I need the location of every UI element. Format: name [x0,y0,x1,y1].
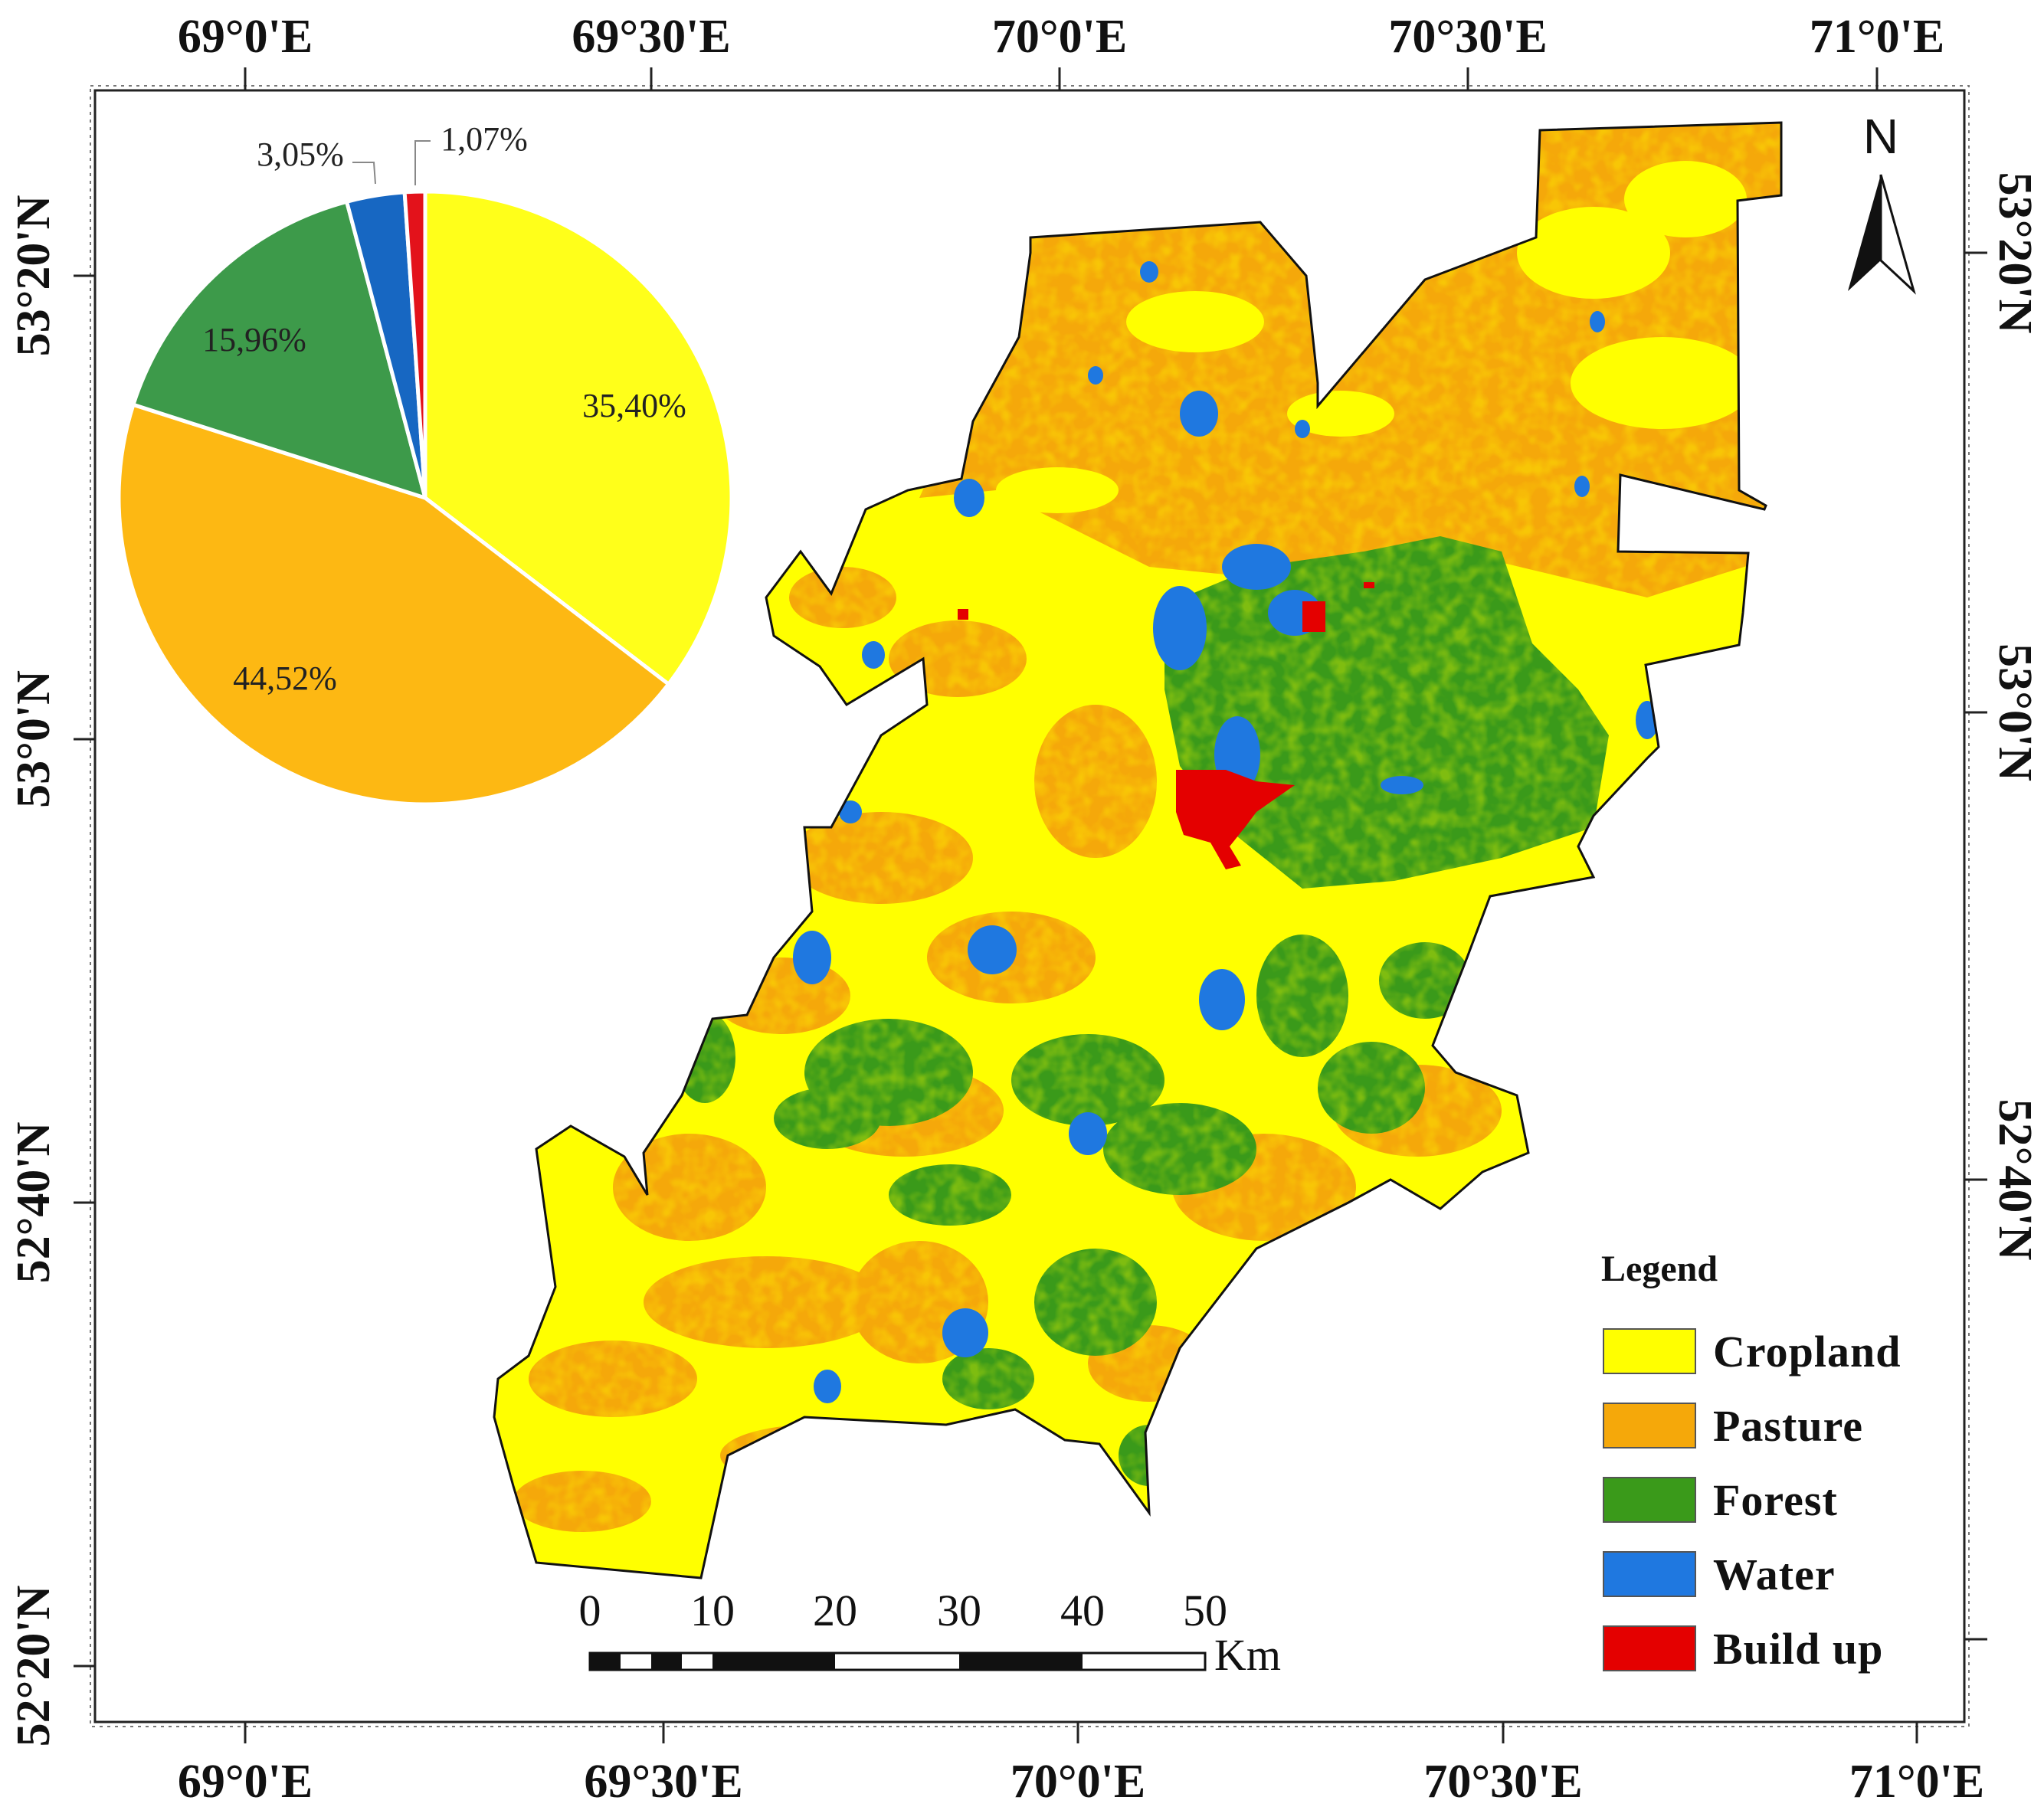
legend-item-buildup: Build up [1603,1624,1883,1674]
legend-swatch-cropland [1603,1328,1696,1374]
pie-label-buildup: 1,07% [441,120,528,158]
pie-leader-buildup [414,140,431,185]
pie-slice-pasture [116,402,672,807]
map-frame-outer-dashed [90,85,1970,1727]
scale-label-40: 40 [1060,1586,1105,1635]
north-label: N [1863,109,1898,164]
lon-label: 69°30'E [572,11,730,63]
legend-swatch-buildup [1603,1625,1696,1671]
lat-label: 53°20'N [8,195,60,357]
pie-label-cropland: 35,40% [582,387,686,424]
scale-label-30: 30 [937,1586,981,1635]
legend-label-water: Water [1713,1550,1836,1599]
pie-label-forest: 15,96% [202,321,306,358]
scale-label-50: 50 [1183,1586,1227,1635]
lon-label: 70°0'E [992,11,1127,63]
pie-slice-cropland [423,189,734,687]
lon-label: 69°0'E [178,1756,313,1808]
lon-label: 71°0'E [1810,11,1944,63]
graticule-right-labels: 53°20'N 53°0'N 52°40'N [1989,172,2041,1261]
region-boundary [493,121,1783,1579]
lat-label: 53°0'N [1989,643,2041,781]
lon-label: 69°0'E [178,11,313,63]
legend-swatch-water [1603,1551,1696,1597]
legend-label-cropland: Cropland [1713,1327,1901,1376]
legend: Legend Cropland Pasture Forest Water Bui… [1601,1249,1901,1674]
graticule-ticks [74,67,1987,1743]
lon-label: 69°30'E [584,1756,742,1808]
scale-label-0: 0 [579,1586,601,1635]
lon-label: 70°30'E [1388,11,1547,63]
lat-label: 52°40'N [1989,1099,2041,1261]
legend-item-pasture: Pasture [1603,1401,1863,1451]
scale-unit: Km [1214,1630,1281,1680]
lon-label: 71°0'E [1849,1756,1984,1808]
lat-label: 52°20'N [8,1586,60,1747]
lat-label: 53°0'N [8,670,60,808]
map-frame [93,89,1966,1723]
legend-label-forest: Forest [1713,1475,1838,1525]
land-cover-pie-chart [116,189,734,807]
graticule-bottom-labels: 69°0'E 69°30'E 70°0'E 70°30'E 71°0'E [178,1756,1984,1808]
pie-label-water: 3,05% [257,136,344,173]
graticule-top-labels: 69°0'E 69°30'E 70°0'E 70°30'E 71°0'E [178,11,1944,63]
pie-slice-buildup [402,189,427,499]
pie-leader-water [352,162,376,185]
pie-slice-forest [130,199,428,501]
pie-labels: 35,40% 44,52% 15,96% 3,05% 1,07% [202,120,686,697]
scale-label-20: 20 [813,1586,857,1635]
lat-label: 53°20'N [1989,172,2041,334]
north-arrow-icon: N [1848,109,1916,295]
lat-label: 52°40'N [8,1122,60,1284]
lon-label: 70°30'E [1423,1756,1582,1808]
graticule-left-labels: 53°20'N 53°0'N 52°40'N 52°20'N [8,195,60,1747]
legend-item-cropland: Cropland [1603,1327,1901,1376]
water-bodies [793,261,1659,1403]
scale-label-10: 10 [690,1586,735,1635]
pie-label-pasture: 44,52% [233,660,337,697]
legend-item-water: Water [1603,1550,1836,1599]
lon-label: 70°0'E [1011,1756,1145,1808]
legend-item-forest: Forest [1603,1475,1838,1525]
legend-label-pasture: Pasture [1713,1401,1863,1451]
legend-title: Legend [1601,1249,1718,1289]
scale-bar: 0 10 20 30 40 50 Km [579,1586,1282,1680]
legend-label-buildup: Build up [1713,1624,1883,1674]
legend-swatch-pasture [1603,1403,1696,1448]
legend-swatch-forest [1603,1477,1696,1523]
